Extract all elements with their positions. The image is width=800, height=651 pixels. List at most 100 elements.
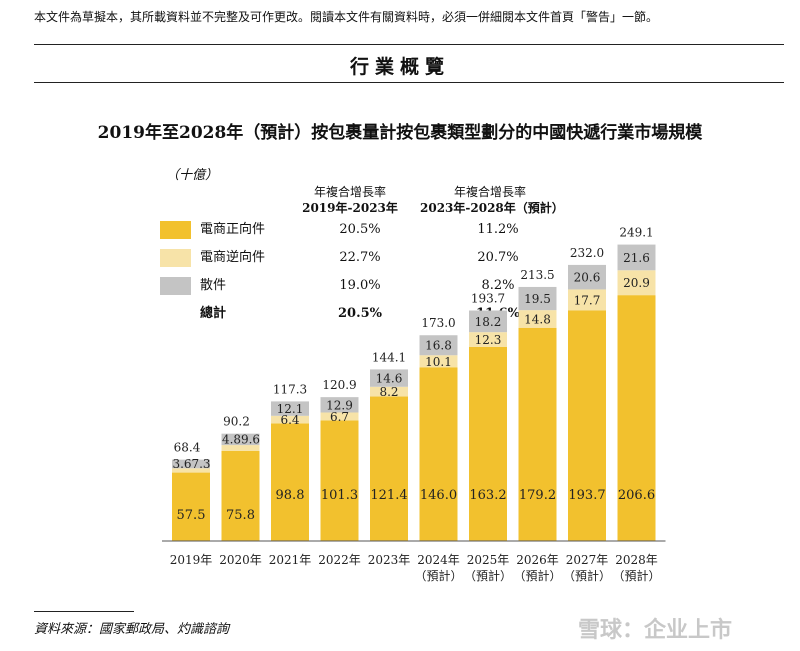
data-label-reverse: 14.8 — [524, 312, 551, 326]
bar-segment-loose — [172, 459, 210, 469]
legend-cagr-2023-2028: 8.2% — [481, 278, 515, 293]
x-tick-sublabel: （預計） — [513, 568, 561, 583]
cagr-header-2019-2023: 年複合增長率 2019年-2023年 — [300, 184, 400, 216]
legend-cagr-2019-2023: 20.5% — [337, 306, 382, 321]
data-label-forward: 163.2 — [469, 488, 506, 503]
data-label-total: 120.9 — [322, 378, 356, 392]
bar-segment-loose — [370, 369, 408, 387]
data-label-forward: 146.0 — [420, 488, 457, 503]
header-rule — [34, 44, 784, 45]
data-label-total: 144.1 — [372, 350, 406, 364]
cagr-header-label: 年複合增長率 — [453, 185, 526, 199]
cagr-header-period: 2023年-2028年（預計） — [420, 201, 564, 215]
data-label-total: 90.2 — [223, 415, 250, 429]
x-tick-label: 2027年 — [566, 553, 609, 567]
data-label-total: 68.4 — [174, 441, 201, 455]
section-rule — [34, 82, 784, 83]
data-label-total: 249.1 — [619, 226, 653, 240]
bar-segment-loose — [469, 310, 507, 333]
x-tick-label: 2022年 — [318, 553, 361, 567]
bar-segment-reverse — [419, 355, 458, 368]
bar-segment-forward — [518, 327, 557, 541]
bar-segment-forward — [271, 423, 309, 541]
bar-segment-forward — [568, 310, 606, 541]
bar-segment-loose — [568, 264, 606, 290]
source-note: 資料來源：國家郵政局、灼識諮詢 — [34, 622, 230, 637]
bar-segment-forward — [469, 346, 507, 541]
data-label-forward: 75.8 — [226, 508, 255, 523]
x-tick-label: 2024年 — [417, 553, 460, 567]
bar-segment-loose — [320, 397, 359, 413]
data-label-reverse: 17.7 — [574, 293, 601, 307]
data-label-loose: 12.9 — [326, 398, 353, 412]
bar-segment-reverse — [518, 310, 557, 328]
data-label-reverse: 12.3 — [475, 333, 502, 347]
bar-segment-reverse — [617, 270, 656, 296]
chart-title: 2019年至2028年（預計）按包裹量計按包裹類型劃分的中國快遞行業市場規模 — [97, 123, 703, 143]
legend-label: 總計 — [200, 306, 227, 321]
bar-segment-reverse — [221, 445, 260, 451]
bar-segment-loose — [221, 433, 260, 446]
x-tick-sublabel: （預計） — [464, 568, 512, 583]
x-tick-label: 2026年 — [516, 553, 559, 567]
data-label-loose: 7.3 — [191, 457, 210, 471]
bar-segment-loose — [271, 401, 309, 416]
draft-disclaimer: 本文件為草擬本，其所載資料並不完整及可作更改。閱讀本文件有關資料時，必須一併細閱… — [34, 10, 659, 24]
data-label-forward: 179.2 — [519, 488, 556, 503]
data-label-reverse: 8.2 — [379, 385, 398, 399]
data-label-total: 232.0 — [570, 246, 604, 260]
legend-swatch-forward — [160, 221, 191, 239]
watermark: 雪球：企业上市 — [578, 618, 733, 643]
legend-cagr-2023-2028: 20.7% — [477, 250, 519, 265]
x-tick-label: 2028年 — [615, 553, 658, 567]
unit-label: （十億） — [166, 168, 219, 183]
data-label-forward: 193.7 — [568, 488, 605, 503]
x-tick-sublabel: （預計） — [414, 568, 462, 583]
data-label-reverse: 6.7 — [330, 410, 349, 424]
legend-swatch-loose — [160, 277, 191, 295]
bar-segment-forward — [370, 396, 408, 541]
bar-segment-reverse — [568, 289, 606, 311]
bar-segment-reverse — [172, 468, 210, 473]
data-label-total: 173.0 — [421, 316, 455, 330]
data-label-forward: 206.6 — [618, 488, 655, 503]
bar-segment-reverse — [271, 415, 309, 424]
data-label-reverse: 10.1 — [425, 355, 452, 369]
source-rule — [34, 611, 134, 612]
x-tick-label: 2025年 — [467, 553, 510, 567]
cagr-header-label: 年複合增長率 — [313, 185, 386, 199]
legend-cagr-2023-2028: 11.2% — [477, 222, 519, 237]
bar-segment-loose — [419, 335, 458, 356]
legend-swatch-reverse — [160, 249, 191, 267]
data-label-loose: 9.6 — [241, 432, 260, 446]
data-label-reverse: 20.9 — [623, 276, 650, 290]
data-label-forward: 57.5 — [177, 508, 206, 523]
cagr-header-period: 2019年-2023年 — [302, 201, 398, 215]
data-label-loose: 16.8 — [425, 339, 452, 353]
data-label-loose: 21.6 — [623, 251, 650, 265]
x-tick-label: 2019年 — [170, 553, 213, 567]
data-label-reverse: 6.4 — [280, 413, 299, 427]
data-label-reverse: 3.6 — [172, 457, 191, 471]
data-label-reverse: 4.8 — [222, 432, 241, 446]
cagr-header-2023-2028: 年複合增長率 2023年-2028年（預計） — [420, 184, 564, 216]
x-tick-label: 2021年 — [269, 553, 312, 567]
data-label-forward: 101.3 — [321, 488, 358, 503]
x-tick-label: 2023年 — [368, 553, 411, 567]
bar-segment-reverse — [320, 412, 359, 421]
x-tick-label: 2020年 — [219, 553, 262, 567]
data-label-total: 117.3 — [273, 382, 307, 396]
legend-cagr-2019-2023: 19.0% — [339, 278, 381, 293]
section-title: 行業概覽 — [349, 56, 450, 78]
x-tick-sublabel: （預計） — [612, 568, 660, 583]
bar-segment-forward — [172, 472, 210, 541]
data-label-loose: 18.2 — [475, 315, 502, 329]
data-label-loose: 19.5 — [524, 292, 551, 306]
bar-segment-forward — [617, 295, 656, 541]
data-label-forward: 121.4 — [370, 488, 407, 503]
data-label-total: 213.5 — [520, 268, 554, 282]
bar-segment-reverse — [370, 386, 408, 397]
bar-segment-reverse — [469, 332, 507, 347]
bar-segment-loose — [617, 244, 656, 271]
bar-segment-forward — [320, 420, 359, 541]
